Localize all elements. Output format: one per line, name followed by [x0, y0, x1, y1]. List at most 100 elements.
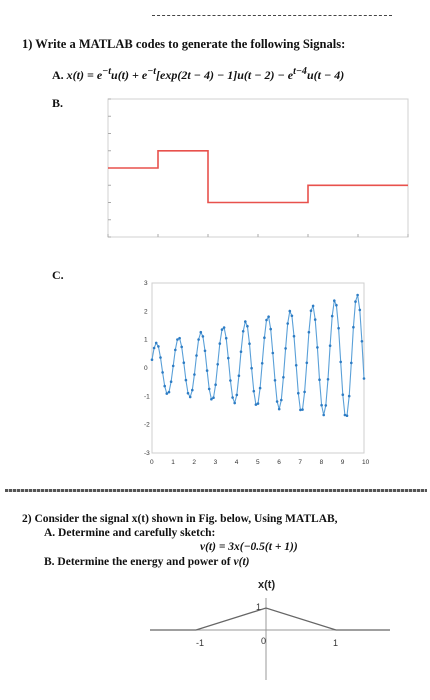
part-a-label: A.: [52, 68, 64, 82]
data-point: [337, 326, 340, 330]
y-tick-label: 3: [144, 280, 148, 287]
data-point: [333, 299, 336, 302]
data-point: [282, 376, 285, 379]
data-point: [263, 336, 266, 339]
x-tick-neg1: -1: [196, 638, 204, 648]
data-point: [360, 340, 364, 343]
data-point: [273, 379, 277, 382]
data-point: [239, 350, 243, 353]
data-point: [182, 361, 186, 364]
part-a-equation: x(t) = e−tu(t) + e−t[exp(2t − 4) − 1]u(t…: [66, 66, 345, 82]
data-point: [201, 335, 205, 338]
data-point: [267, 315, 270, 318]
data-point: [163, 384, 166, 388]
data-point: [256, 402, 260, 405]
data-point: [335, 303, 338, 307]
x-tick-0: 0: [261, 636, 266, 646]
y-tick-label: -3: [144, 450, 150, 457]
data-point: [193, 373, 196, 376]
data-point: [301, 408, 304, 411]
data-point: [174, 348, 177, 352]
x-tick-label: 10: [362, 459, 370, 466]
data-point: [195, 354, 198, 357]
data-point: [316, 346, 319, 349]
step-signal-chart: [107, 98, 409, 238]
data-point: [216, 363, 219, 366]
data-point: [191, 388, 194, 392]
section-divider: [5, 489, 427, 492]
data-point: [299, 408, 302, 412]
data-point: [324, 404, 328, 407]
data-point: [169, 380, 173, 383]
x-tick-label: 7: [298, 459, 302, 466]
data-point: [244, 320, 247, 323]
data-point: [286, 322, 289, 325]
data-point: [222, 326, 226, 329]
data-point: [186, 391, 190, 395]
data-point: [326, 378, 330, 381]
data-point: [345, 414, 349, 417]
y-tick-label: 1: [144, 337, 148, 344]
data-point: [260, 362, 264, 365]
data-point: [199, 330, 203, 334]
x-tick-label: 4: [235, 459, 239, 466]
triangle-signal-chart: x(t) 1 -1 0 1 t: [150, 579, 390, 680]
data-point: [237, 374, 241, 377]
data-point: [205, 369, 209, 372]
data-point: [184, 378, 188, 382]
data-point: [277, 407, 281, 411]
data-point: [280, 398, 283, 402]
triangle-line: [150, 607, 390, 631]
data-point: [218, 342, 222, 345]
x-tick-label: 2: [192, 459, 196, 466]
data-point: [154, 341, 158, 345]
data-point: [235, 393, 239, 397]
data-point: [265, 318, 268, 322]
data-point: [231, 396, 234, 399]
data-point: [241, 330, 245, 333]
data-point: [356, 293, 359, 297]
data-point: [212, 396, 215, 399]
y-tick-label: 2: [144, 308, 148, 315]
data-point: [252, 389, 256, 393]
data-point: [322, 413, 325, 417]
data-point: [307, 330, 311, 334]
part-c-label: C.: [52, 268, 64, 282]
data-point: [167, 390, 171, 394]
data-point: [330, 314, 334, 318]
data-point: [271, 351, 275, 355]
question-1-heading: 1) Write a MATLAB codes to generate the …: [22, 37, 346, 51]
part-b-variable: v(t): [233, 556, 250, 568]
question-2-heading: 2) Consider the signal x(t) shown in Fig…: [22, 513, 338, 525]
question-2-part-a: A. Determine and carefully sketch:: [44, 527, 216, 539]
data-point: [165, 392, 169, 395]
question-2-part-b: B. Determine the energy and power of v(t…: [44, 556, 249, 568]
data-point: [341, 393, 345, 396]
data-point: [176, 338, 179, 341]
data-point: [178, 336, 181, 340]
y-tick-1: 1: [256, 602, 261, 612]
y-tick-label: -1: [144, 393, 150, 400]
data-point: [318, 378, 321, 381]
question-1-part-a: A. x(t) = e−tu(t) + e−t[exp(2t − 4) − 1]…: [52, 66, 344, 83]
data-point: [152, 346, 156, 350]
data-point: [203, 349, 207, 353]
data-point: [150, 358, 154, 361]
question-2-equation: v(t) = 3x(−0.5(t + 1)): [200, 541, 298, 553]
triangle-title: x(t): [258, 579, 275, 591]
part-b-text: B. Determine the energy and power of: [44, 556, 231, 568]
data-point: [207, 387, 211, 391]
data-point: [362, 377, 366, 380]
data-point: [313, 318, 317, 321]
oscillation-markers: [150, 293, 366, 417]
x-tick-label: 8: [320, 459, 324, 466]
data-point: [305, 361, 309, 365]
x-tick-label: 9: [341, 459, 345, 466]
y-tick-label: -2: [144, 422, 150, 429]
plot-frame: [151, 282, 365, 454]
data-point: [214, 383, 217, 386]
data-point: [197, 338, 200, 341]
data-point: [320, 403, 323, 407]
data-point: [284, 347, 287, 350]
